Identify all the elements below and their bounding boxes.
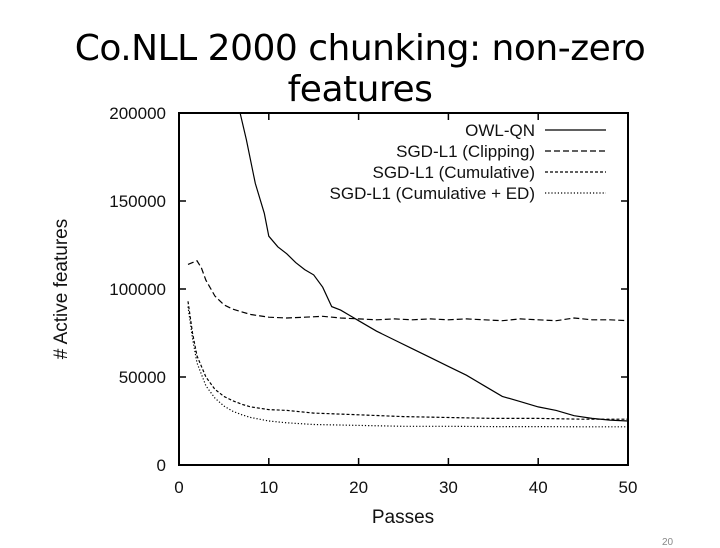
slide-number: 20 xyxy=(662,537,674,548)
legend-label-sgd-l1-cumulative-ed: SGD-L1 (Cumulative + ED) xyxy=(330,184,535,203)
series-line-owl-qn xyxy=(239,112,629,422)
series-line-sgd-l1-cumulative xyxy=(187,301,628,420)
slide-title: Co.NLL 2000 chunking: non-zero features xyxy=(74,28,646,110)
y-tick-label: 200000 xyxy=(109,104,166,123)
axis-ticks xyxy=(178,112,629,466)
y-tick-label: 0 xyxy=(157,456,166,475)
x-tick-label: 20 xyxy=(349,478,368,497)
series-line-sgd-l1-cumulative-ed xyxy=(187,306,628,428)
x-tick-label: 50 xyxy=(619,478,638,497)
x-axis-label: Passes xyxy=(372,507,434,528)
legend-label-owl-qn: OWL-QN xyxy=(465,121,535,140)
x-tick-label: 40 xyxy=(529,478,548,497)
legend: OWL-QN SGD-L1 (Clipping) SGD-L1 (Cumulativ… xyxy=(330,121,606,203)
y-tick-label: 50000 xyxy=(119,368,166,387)
series-line-sgd-l1-clipping xyxy=(187,260,629,322)
x-tick-label: 0 xyxy=(174,478,183,497)
tick-labels: 0 10 20 30 40 50 0 50000 100000 150000 200000 xyxy=(109,104,637,497)
y-axis-label: # Active features xyxy=(51,219,72,359)
legend-label-sgd-l1-clipping: SGD-L1 (Clipping) xyxy=(396,142,535,161)
series-lines xyxy=(187,112,629,428)
y-tick-label: 100000 xyxy=(109,280,166,299)
x-tick-label: 30 xyxy=(439,478,458,497)
legend-label-sgd-l1-cumulative: SGD-L1 (Cumulative) xyxy=(373,163,536,182)
y-tick-label: 150000 xyxy=(109,192,166,211)
x-tick-label: 10 xyxy=(259,478,278,497)
